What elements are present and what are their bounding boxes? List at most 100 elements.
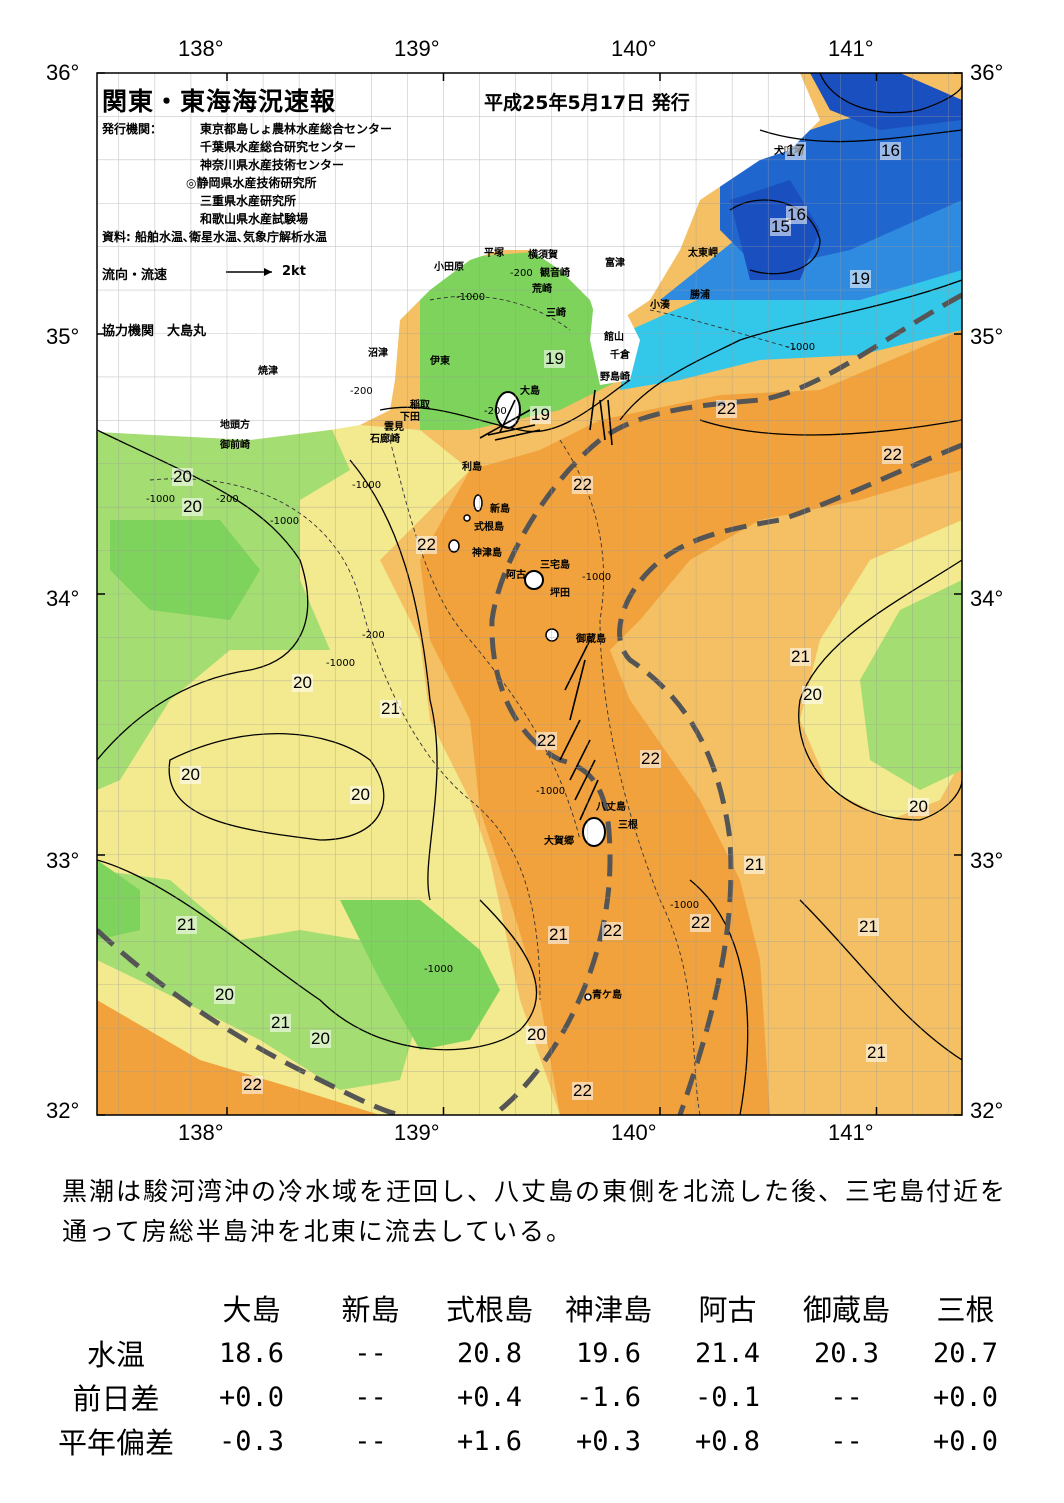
depth-200-west [389,439,581,841]
kuroshio-core [420,330,962,1115]
place-niijima: 新島 [490,504,510,515]
lat-label-right-35: 35° [970,324,1004,349]
depth-label: -200 [216,494,239,505]
place-toshima: 利島 [462,462,482,473]
isotherm-label: 20 [182,497,203,516]
current-legend-label: 流向・流速 [102,268,168,283]
depth-200-sagami [429,295,571,331]
kuroshio-axis-outer [617,442,962,1115]
table-cell: 21.4 [694,1337,761,1369]
isotherm-label: 21 [380,699,401,718]
cold-core-2 [810,73,962,130]
row-header: 前日差 [72,1382,160,1416]
place-chikura: 千倉 [610,350,630,361]
place-ito: 伊東 [430,356,450,367]
isotherm-label: 22 [416,535,437,554]
isotherm-label: 16 [880,141,901,160]
table-cell: 19.6 [575,1337,642,1369]
table-cell: +0.3 [575,1425,642,1457]
place-oshima: 大島 [520,386,540,397]
column-header: 大島 [222,1293,281,1327]
axis-ticks [97,72,962,1116]
observation-table: 大島 新島 式根島 神津島 阿古 御蔵島 三根 水温 18.6 -- 20.8 … [40,1285,1025,1463]
vectors-boso [589,389,613,446]
place-mitsune: 三根 [618,820,638,831]
isotherm-19-sagami [379,379,631,433]
lon-label-top-138: 138° [178,36,224,61]
isotherm-label: 20 [292,673,313,692]
isotherm-label: 21 [744,855,765,874]
depth-label: -1000 [536,786,566,797]
isotherm-label: 20 [310,1029,331,1048]
current-vectors [479,389,613,821]
cooperation-label: 協力機関 大島丸 [102,324,207,339]
lon-label-bottom-141: 141° [828,1120,874,1145]
depth-1000-east [559,439,701,1115]
column-header: 式根島 [445,1293,533,1327]
isotherm-label: 20 [172,467,193,486]
depth-label: -1000 [670,900,700,911]
isotherm-label: 22 [242,1075,263,1094]
lat-label-right-33: 33° [970,848,1004,873]
vectors-izu-ridge [559,639,599,821]
depth-label: -1000 [582,572,612,583]
issuer-6: 和歌山県水産試験場 [200,212,309,226]
isotherm-20-west [97,429,309,761]
isotherm-label: 20 [526,1025,547,1044]
lat-label-left-34: 34° [46,586,80,611]
depth-label: -1000 [326,658,356,669]
depth-label: -1000 [786,342,816,353]
land-boso-tip [590,290,640,385]
table-corner [40,1285,192,1331]
depth-label: -200 [484,406,507,417]
lon-label-bottom-139: 139° [394,1120,440,1145]
isotherm-label: 22 [716,399,737,418]
isotherm-label: 16 [786,205,807,224]
isotherm-label: 19 [850,269,871,288]
isotherm-label: 20 [802,685,823,704]
table-cell: 18.6 [218,1337,285,1369]
isotherm-label: 19 [544,349,565,368]
lat-label-left-35: 35° [46,324,80,349]
issuer-2: 千葉県水産総合研究センター [200,140,357,154]
isotherm-21-west [349,459,438,901]
column-header: 三根 [936,1293,995,1327]
table-cell: -0.1 [694,1381,761,1413]
lon-label-bottom-140: 140° [611,1120,657,1145]
isotherm-label: 21 [858,917,879,936]
place-kominato: 小湊 [650,300,670,311]
lat-label-left-36: 36° [46,60,80,85]
isotherm-lines [97,73,962,1115]
table-cell: +0.0 [932,1381,999,1413]
depth-label: -200 [362,630,385,641]
lat-label-right-32: 32° [970,1098,1004,1123]
column-header: 神津島 [564,1293,652,1327]
place-irozaki: 石廊崎 [370,434,400,445]
isotherm-17 [759,129,962,143]
place-numazu: 沼津 [368,348,388,359]
table-header-row: 大島 新島 式根島 神津島 阿古 御蔵島 三根 [40,1285,1025,1331]
issuer-label: 発行機関： [102,122,163,136]
kozushima-island [448,539,460,553]
table-cell: -0.3 [218,1425,285,1457]
place-yaizu: 焼津 [258,366,278,377]
row-header: 水温 [86,1338,145,1372]
isotherm-label: 22 [640,749,661,768]
map-title: 関東・東海海況速報 [102,87,337,116]
table-cell: +0.8 [694,1425,761,1457]
table-row: 水温 18.6 -- 20.8 19.6 21.4 20.3 20.7 [40,1331,1025,1375]
depth-1000-boso [649,309,801,351]
lat-label-right-34: 34° [970,586,1004,611]
column-header: 御蔵島 [802,1293,890,1327]
kuroshio-axis-sw [97,928,401,1115]
table-cell: 20.8 [456,1337,523,1369]
isotherm-label: 20 [350,785,371,804]
place-katsuura: 勝浦 [690,290,710,301]
land-japan [97,73,820,440]
miyakejima-island [524,570,544,590]
place-shimoda: 下田 [400,412,420,423]
sagami-green [420,250,630,430]
depth-label: -200 [510,268,533,279]
kuroshio-axis [97,292,962,1115]
table-cell: -- [830,1425,863,1457]
